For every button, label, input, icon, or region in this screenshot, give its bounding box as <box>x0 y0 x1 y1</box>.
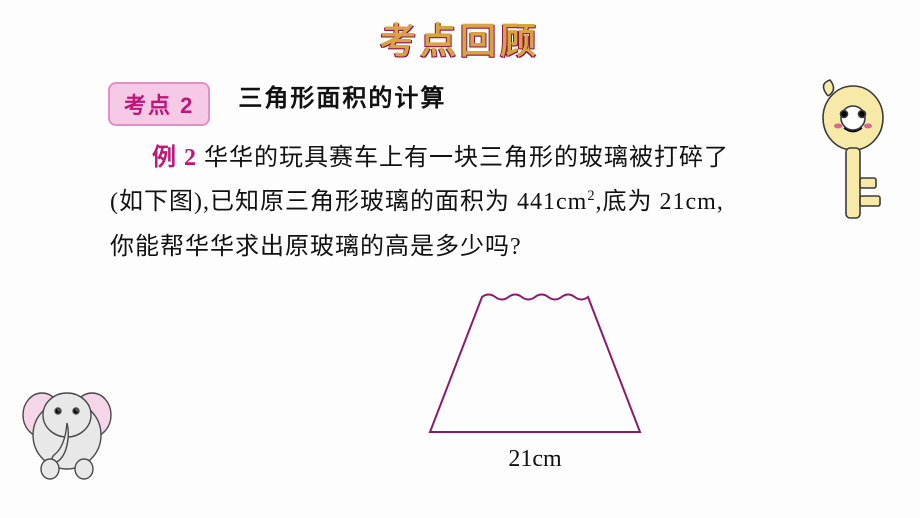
heading-row: 考点 2 三角形面积的计算 <box>0 64 920 126</box>
key-mascot <box>808 78 898 248</box>
page-title: 考点回顾 <box>0 0 920 64</box>
example-label: 例 2 <box>152 145 197 171</box>
elephant-mascot <box>20 377 115 482</box>
title-text: 考点回顾 <box>380 20 540 61</box>
topic-badge: 考点 2 <box>108 82 210 126</box>
triangle-diagram: 21cm <box>420 282 650 482</box>
triangle-base-label: 21cm <box>420 446 650 473</box>
topic-subtitle: 三角形面积的计算 <box>238 78 446 113</box>
problem-body: 例 2 华华的玩具赛车上有一块三角形的玻璃被打碎了(如下图),已知原三角形玻璃的… <box>110 136 730 269</box>
exponent: 2 <box>587 188 595 204</box>
triangle-svg <box>420 282 650 437</box>
